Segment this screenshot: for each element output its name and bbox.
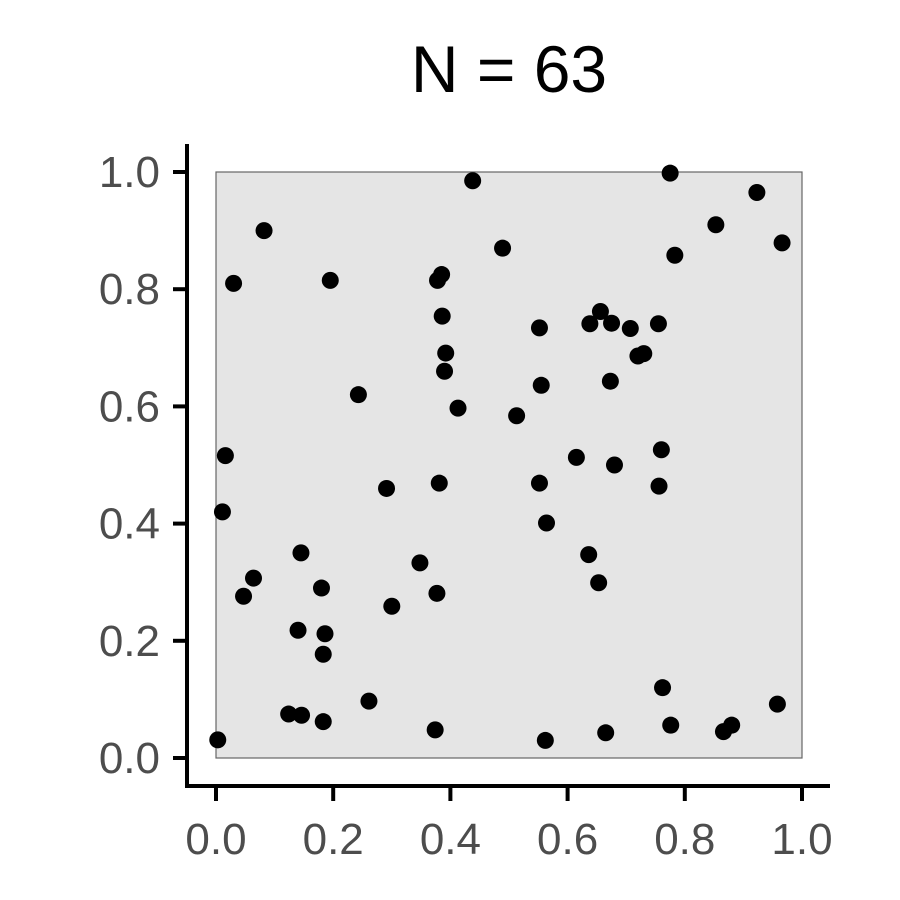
x-tick-label: 0.2 — [303, 815, 364, 864]
data-point-51 — [650, 477, 668, 495]
data-point-16 — [349, 386, 367, 404]
data-point-62 — [773, 234, 791, 252]
data-point-46 — [605, 456, 623, 474]
data-point-17 — [360, 692, 378, 710]
data-point-11 — [312, 579, 330, 597]
y-tick-label: 0.8 — [99, 265, 160, 314]
x-tick-label: 0.4 — [420, 815, 481, 864]
data-point-35 — [532, 376, 550, 394]
x-axis-ticks: 0.0 0.2 0.4 0.6 0.8 1.0 — [185, 786, 833, 864]
data-point-7 — [280, 705, 298, 723]
data-point-26 — [433, 307, 451, 325]
data-point-0 — [209, 731, 227, 749]
data-point-55 — [662, 716, 680, 734]
data-point-18 — [378, 479, 396, 497]
data-point-12 — [314, 713, 332, 731]
data-point-4 — [235, 587, 253, 605]
data-point-52 — [652, 441, 670, 459]
data-points — [209, 164, 791, 749]
y-axis-ticks: 0.0 0.2 0.4 0.6 0.8 1.0 — [99, 148, 187, 783]
data-point-21 — [426, 721, 444, 739]
data-point-50 — [649, 315, 667, 333]
data-point-15 — [321, 271, 339, 289]
data-point-47 — [621, 319, 639, 337]
x-tick-label: 1.0 — [771, 815, 832, 864]
data-point-34 — [530, 319, 548, 337]
y-tick-label: 0.6 — [99, 382, 160, 431]
data-point-57 — [707, 216, 725, 234]
data-point-42 — [591, 302, 609, 320]
data-point-19 — [383, 597, 401, 615]
data-point-8 — [289, 621, 307, 639]
x-tick-label: 0.0 — [185, 815, 246, 864]
data-point-25 — [433, 266, 451, 284]
data-point-49 — [635, 345, 653, 363]
data-point-38 — [567, 448, 585, 466]
data-point-30 — [464, 172, 482, 190]
y-tick-label: 0.0 — [99, 734, 160, 783]
data-point-36 — [538, 514, 556, 532]
data-point-24 — [430, 474, 448, 492]
y-tick-label: 0.2 — [99, 617, 160, 666]
data-point-3 — [225, 274, 243, 292]
data-point-13 — [314, 645, 332, 663]
chart-title: N = 63 — [411, 32, 607, 106]
data-point-33 — [530, 474, 548, 492]
x-tick-label: 0.8 — [654, 815, 715, 864]
data-point-59 — [723, 716, 741, 734]
y-tick-label: 1.0 — [99, 148, 160, 197]
data-point-22 — [428, 584, 446, 602]
y-tick-label: 0.4 — [99, 500, 160, 549]
data-point-61 — [768, 695, 786, 713]
data-point-28 — [437, 344, 455, 362]
data-point-60 — [748, 184, 766, 202]
data-point-14 — [316, 625, 334, 643]
data-point-5 — [245, 569, 263, 587]
data-point-20 — [411, 554, 429, 572]
data-point-53 — [654, 679, 672, 697]
data-point-2 — [216, 447, 234, 465]
data-point-56 — [666, 246, 684, 264]
data-point-32 — [508, 407, 526, 425]
data-point-45 — [603, 314, 621, 332]
data-point-27 — [436, 362, 454, 380]
data-point-40 — [581, 315, 599, 333]
data-point-1 — [213, 503, 231, 521]
data-point-37 — [536, 731, 554, 749]
data-point-39 — [580, 546, 598, 564]
data-point-41 — [590, 574, 608, 592]
data-point-54 — [661, 164, 679, 182]
data-point-44 — [601, 372, 619, 390]
data-point-29 — [449, 399, 467, 417]
data-point-9 — [292, 544, 310, 562]
data-point-10 — [293, 706, 311, 724]
data-point-31 — [494, 239, 512, 257]
data-point-43 — [597, 724, 615, 742]
plot-panel — [215, 171, 803, 759]
data-point-6 — [255, 222, 273, 240]
x-tick-label: 0.6 — [537, 815, 598, 864]
